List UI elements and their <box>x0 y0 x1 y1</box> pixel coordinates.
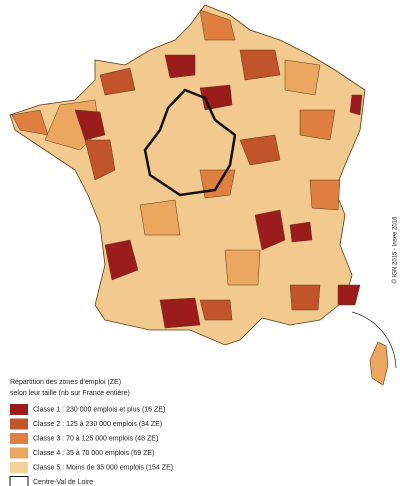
zone <box>104 239 139 281</box>
zone <box>74 109 106 141</box>
legend-swatch <box>10 418 28 430</box>
zone <box>254 209 286 251</box>
corsica-frame <box>351 311 397 369</box>
zone <box>11 109 49 136</box>
zone <box>159 297 201 329</box>
legend-swatch <box>10 447 28 459</box>
legend-title: selon leur taille (nb sur France entière… <box>10 390 130 397</box>
zone <box>349 94 363 116</box>
france-outline <box>9 4 366 346</box>
zone <box>239 134 281 166</box>
legend-swatch <box>10 404 28 415</box>
zone <box>239 49 281 81</box>
legend-swatch <box>10 462 28 473</box>
legend-label: Classe 2 : 125 à 230 000 emplois (34 ZE) <box>33 421 162 428</box>
zone <box>164 54 196 79</box>
zone <box>337 284 361 306</box>
centre-val-de-loire <box>143 88 237 197</box>
zone <box>139 199 181 236</box>
zone <box>299 109 336 141</box>
credit: © IGN 2015 - Insee 2016 <box>392 216 399 283</box>
map <box>9 4 397 386</box>
zone <box>99 67 136 96</box>
zone <box>289 284 321 311</box>
legend-label: Classe 4 : 35 à 70 000 emplois (69 ZE) <box>33 450 154 457</box>
legend-label: Centre-Val de Loire <box>33 479 93 486</box>
corsica <box>369 341 389 386</box>
legend-label: Classe 1 : 230 000 emplois et plus (16 Z… <box>33 406 165 413</box>
zone <box>199 9 236 41</box>
legend: Classe 1 : 230 000 emplois et plus (16 Z… <box>9 404 173 486</box>
zone <box>199 299 233 321</box>
legend-swatch <box>9 476 29 486</box>
zone <box>289 221 313 243</box>
zone <box>284 59 321 96</box>
legend-swatch <box>10 433 28 444</box>
zone <box>84 139 116 181</box>
zone <box>224 249 261 286</box>
legend-label: Classe 3 : 70 à 125 000 emplois (48 ZE) <box>33 435 158 442</box>
zone <box>309 179 341 211</box>
legend-title: Répartition des zones d'emploi (ZE) <box>10 379 121 386</box>
legend-label: Classe 5 : Moins de 35 000 emplois (154 … <box>33 464 173 471</box>
